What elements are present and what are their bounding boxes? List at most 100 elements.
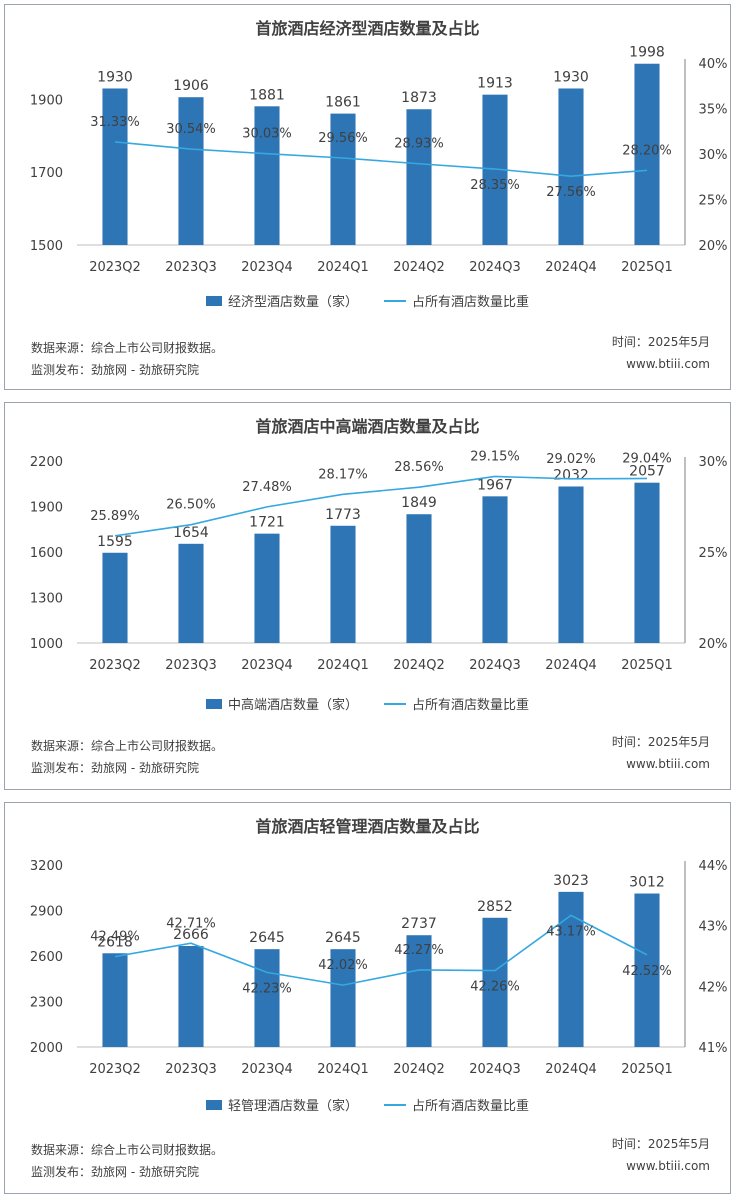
bar — [330, 949, 356, 1047]
x-tick-label: 2024Q3 — [469, 1062, 521, 1077]
x-tick-label: 2023Q4 — [241, 260, 293, 275]
legend-item-bar: 轻管理酒店数量（家） — [205, 1095, 358, 1114]
bar-value-label: 1913 — [477, 76, 513, 92]
bar-value-label: 1967 — [477, 477, 513, 493]
x-tick-label: 2024Q4 — [545, 1062, 597, 1077]
ratio-line — [114, 914, 648, 986]
line-value-label: 30.54% — [166, 122, 216, 137]
bar — [482, 496, 508, 643]
bar — [406, 109, 432, 245]
x-tick-label: 2024Q2 — [393, 658, 445, 673]
publisher: 监测发布：劲旅网 - 劲旅研究院 — [31, 761, 199, 775]
chart-title: 首旅酒店中高端酒店数量及占比 — [255, 417, 480, 436]
publisher: 监测发布：劲旅网 - 劲旅研究院 — [31, 1165, 199, 1179]
publish-time: 时间：2025年5月 — [611, 1137, 710, 1151]
x-tick-label: 2023Q3 — [165, 260, 217, 275]
chart-panel-economy: 首旅酒店经济型酒店数量及占比 1500 1700 1900 20% 25% 30% 35% 4… — [4, 4, 731, 390]
bar — [330, 113, 356, 245]
bar — [330, 525, 356, 643]
legend-bar-swatch — [205, 698, 222, 709]
line-value-label: 27.56% — [546, 185, 596, 200]
bar — [558, 891, 584, 1047]
legend-item-line: 占所有酒店数量比重 — [384, 291, 529, 310]
bar-value-label: 2852 — [477, 899, 513, 915]
y-left-tick-label: 2000 — [30, 1041, 63, 1056]
publish-time: 时间：2025年5月 — [611, 735, 710, 749]
line-value-label: 29.15% — [470, 449, 520, 464]
bar-value-label: 1930 — [97, 69, 133, 85]
y-right-tick-label: 42% — [699, 980, 728, 995]
y-left-tick-label: 2600 — [30, 950, 63, 965]
line-value-label: 28.17% — [318, 467, 368, 482]
bar — [178, 543, 204, 643]
x-tick-label: 2023Q3 — [165, 658, 217, 673]
ratio-line — [114, 475, 648, 537]
bar-value-label: 2666 — [173, 927, 209, 943]
y-right-tick-label: 25% — [699, 194, 728, 209]
legend-item-bar: 经济型酒店数量（家） — [205, 291, 358, 310]
bar-value-label: 2645 — [325, 930, 361, 946]
footer-left: 数据来源：综合上市公司财报数据。 监测发布：劲旅网 - 劲旅研究院 — [31, 337, 223, 381]
x-tick-label: 2024Q1 — [317, 1062, 369, 1077]
chart-panel-light-management: 首旅酒店轻管理酒店数量及占比 2000 2300 2600 2900 3200 41% 42… — [4, 802, 731, 1194]
legend-line-label: 占所有酒店数量比重 — [412, 295, 530, 310]
x-tick-label: 2024Q4 — [545, 260, 597, 275]
y-right-tick-label: 41% — [699, 1041, 728, 1056]
chart-plot: 2000 2300 2600 2900 3200 41% 42% 43% 44% 2618 2023… — [30, 859, 728, 1077]
footer-left: 数据来源：综合上市公司财报数据。 监测发布：劲旅网 - 劲旅研究院 — [31, 1139, 223, 1183]
bar-value-label: 1595 — [97, 534, 133, 550]
legend-item-line: 占所有酒店数量比重 — [384, 694, 529, 713]
bar-value-label: 1873 — [401, 90, 437, 106]
footer-right: 时间：2025年5月 www.btiii.com — [612, 331, 710, 375]
line-value-label: 42.27% — [394, 943, 444, 958]
publish-time: 时间：2025年5月 — [611, 335, 710, 349]
bar — [254, 533, 280, 643]
bar-value-label: 3023 — [553, 873, 589, 889]
x-tick-label: 2024Q3 — [469, 658, 521, 673]
bar — [634, 63, 660, 246]
data-source: 数据来源：综合上市公司财报数据。 — [31, 341, 224, 355]
line-value-label: 28.35% — [470, 178, 520, 193]
footer-right: 时间：2025年5月 www.btiii.com — [612, 1133, 710, 1177]
x-tick-label: 2023Q2 — [89, 658, 141, 673]
bar — [178, 945, 204, 1047]
chart-title: 首旅酒店经济型酒店数量及占比 — [255, 19, 480, 38]
bar-value-label: 1721 — [249, 515, 285, 531]
bar-value-label: 1881 — [249, 87, 285, 103]
y-right-tick-label: 44% — [699, 859, 728, 874]
x-tick-label: 2025Q1 — [621, 658, 673, 673]
line-value-label: 42.52% — [622, 964, 672, 979]
publisher: 监测发布：劲旅网 - 劲旅研究院 — [31, 363, 199, 377]
line-value-label: 29.56% — [318, 131, 368, 146]
y-left-tick-label: 3200 — [30, 859, 63, 874]
chart-plot: 1000 1300 1600 1900 2200 20% 25% 30% 1595 2023Q2 1… — [30, 449, 728, 673]
line-value-label: 43.17% — [546, 924, 596, 939]
bar — [102, 88, 128, 245]
data-source: 数据来源：综合上市公司财报数据。 — [31, 739, 224, 753]
bar-value-label: 1654 — [173, 525, 209, 541]
line-value-label: 31.33% — [90, 115, 140, 130]
legend-bar-label: 经济型酒店数量（家） — [227, 295, 358, 310]
x-tick-label: 2024Q1 — [317, 658, 369, 673]
line-value-label: 29.02% — [546, 452, 596, 467]
bar-value-label: 1930 — [553, 69, 589, 85]
line-value-label: 28.56% — [394, 460, 444, 475]
chart-title: 首旅酒店轻管理酒店数量及占比 — [255, 817, 480, 836]
legend-bar-swatch — [205, 1099, 222, 1110]
y-left-tick-label: 1300 — [30, 592, 63, 607]
bar — [102, 953, 128, 1047]
legend-bar-label: 中高端酒店数量（家） — [227, 698, 358, 713]
x-tick-label: 2024Q2 — [393, 260, 445, 275]
y-right-tick-label: 20% — [699, 239, 728, 254]
y-left-tick-label: 2300 — [30, 996, 63, 1011]
bar — [482, 917, 508, 1047]
legend-bar-label: 轻管理酒店数量（家） — [227, 1099, 358, 1114]
chart-plot: 1500 1700 1900 20% 25% 30% 35% 40% 1930 2023Q2 190… — [30, 45, 728, 275]
line-value-label: 28.93% — [394, 137, 444, 152]
x-tick-label: 2023Q3 — [165, 1062, 217, 1077]
y-right-tick-label: 25% — [699, 546, 728, 561]
legend-line-label: 占所有酒店数量比重 — [412, 698, 530, 713]
legend: 轻管理酒店数量（家） 占所有酒店数量比重 — [5, 1095, 730, 1114]
website: www.btiii.com — [626, 357, 710, 371]
y-left-tick-label: 1900 — [30, 93, 63, 108]
